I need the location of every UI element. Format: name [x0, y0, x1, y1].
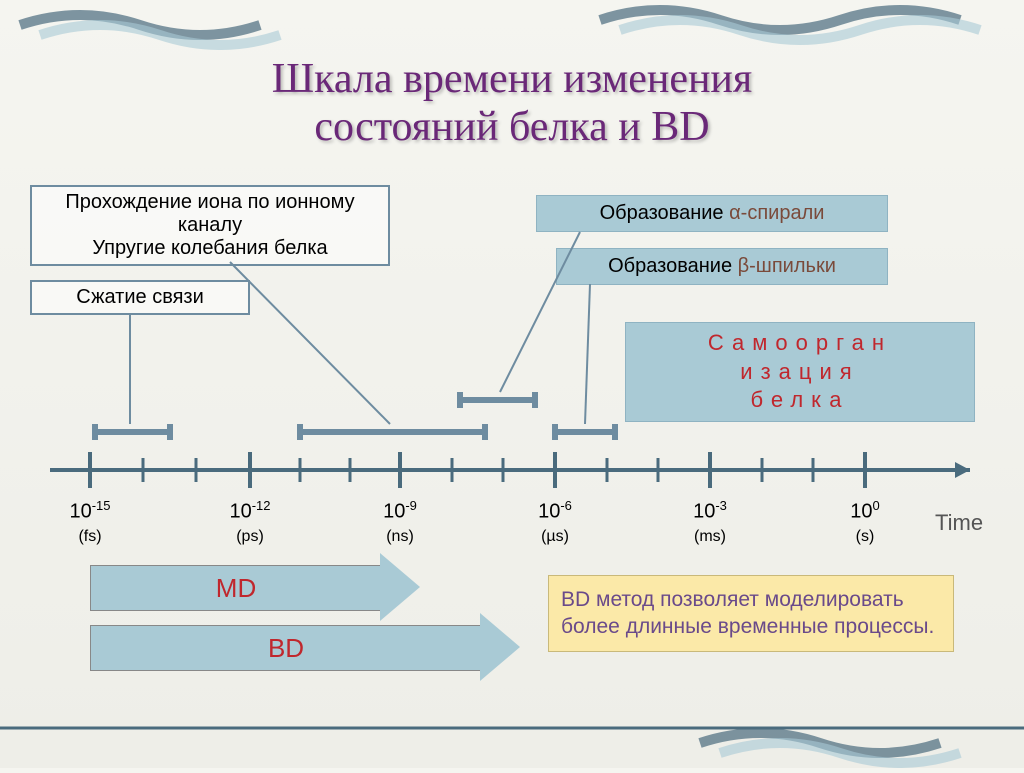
- bond-compress-text: Сжатие связи: [76, 286, 204, 308]
- tick-ms: 10-3(ms): [670, 498, 750, 547]
- alpha-sym: α-спирали: [729, 202, 824, 224]
- decorative-top: [0, 0, 1024, 50]
- bd-text-content: BD метод позволяет моделировать более дл…: [561, 588, 934, 638]
- title-line1: Шкала времени изменения: [272, 56, 752, 102]
- box-ion-passage: Прохождение иона по ионному каналу Упруг…: [30, 185, 390, 266]
- box-beta-hairpin: Образование β-шпильки: [556, 248, 888, 285]
- alpha-bracket: [460, 392, 535, 408]
- tick-fs: 10-15(fs): [50, 498, 130, 547]
- arrow-bd: BD: [90, 625, 520, 669]
- self-org-1: Самоорган: [708, 330, 892, 355]
- self-org-3: белка: [750, 387, 849, 412]
- arrow-md: MD: [90, 565, 420, 609]
- beta-bracket: [555, 424, 615, 440]
- decorative-bottom: [0, 718, 1024, 768]
- alpha-pre: Образование: [600, 202, 730, 224]
- ticks: [90, 452, 865, 488]
- beta-sym: β-шпильки: [738, 255, 836, 277]
- elastic-bracket: [300, 424, 485, 440]
- box-self-organization: Самоорган изация белка: [625, 322, 975, 422]
- ion-passage-text: Прохождение иона по ионному каналу: [40, 191, 380, 237]
- box-bond-compress: Сжатие связи: [30, 280, 250, 315]
- elastic-text: Упругие колебания белка: [40, 237, 380, 260]
- title-line2: состояний белка и BD: [314, 104, 709, 150]
- tick-ns: 10-9(ns): [360, 498, 440, 547]
- tick-s: 100(s): [825, 498, 905, 547]
- self-org-2: изация: [740, 359, 859, 384]
- bond-compress-bracket: [95, 424, 170, 440]
- time-axis-label: Time: [935, 510, 983, 536]
- bd-label: BD: [268, 633, 304, 664]
- bd-description: BD метод позволяет моделировать более дл…: [548, 575, 954, 652]
- tick-us: 10-6(µs): [515, 498, 595, 547]
- tick-ps: 10-12(ps): [210, 498, 290, 547]
- beta-pre: Образование: [608, 255, 738, 277]
- md-label: MD: [216, 573, 256, 604]
- box-alpha-helix: Образование α-спирали: [536, 195, 888, 232]
